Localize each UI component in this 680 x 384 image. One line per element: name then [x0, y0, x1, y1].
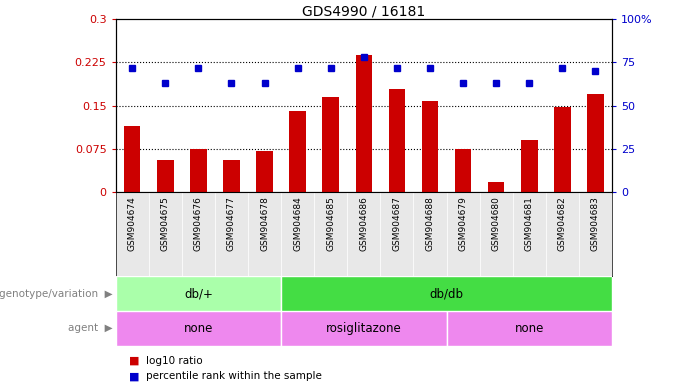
- Bar: [215, 192, 248, 276]
- Text: GSM904677: GSM904677: [227, 196, 236, 251]
- Text: genotype/variation  ▶: genotype/variation ▶: [0, 289, 112, 299]
- Text: GSM904683: GSM904683: [591, 196, 600, 251]
- Text: ■: ■: [129, 371, 139, 381]
- Text: agent  ▶: agent ▶: [67, 323, 112, 333]
- Bar: [447, 311, 612, 346]
- Text: GSM904687: GSM904687: [392, 196, 401, 251]
- Bar: [546, 192, 579, 276]
- Bar: [223, 161, 239, 192]
- Text: GSM904678: GSM904678: [260, 196, 269, 251]
- Bar: [256, 151, 273, 192]
- Bar: [347, 192, 380, 276]
- Bar: [248, 192, 281, 276]
- Text: GSM904684: GSM904684: [293, 196, 302, 251]
- Bar: [479, 192, 513, 276]
- Bar: [422, 101, 439, 192]
- Bar: [281, 276, 612, 311]
- Bar: [290, 111, 306, 192]
- Title: GDS4990 / 16181: GDS4990 / 16181: [302, 4, 426, 18]
- Bar: [281, 192, 314, 276]
- Text: GSM904676: GSM904676: [194, 196, 203, 251]
- Bar: [322, 97, 339, 192]
- Bar: [356, 55, 372, 192]
- Bar: [157, 161, 173, 192]
- Text: db/+: db/+: [184, 287, 213, 300]
- Bar: [380, 192, 413, 276]
- Bar: [513, 192, 546, 276]
- Text: log10 ratio: log10 ratio: [146, 356, 203, 366]
- Bar: [190, 149, 207, 192]
- Bar: [488, 182, 505, 192]
- Bar: [182, 192, 215, 276]
- Bar: [149, 192, 182, 276]
- Bar: [413, 192, 447, 276]
- Text: GSM904686: GSM904686: [359, 196, 369, 251]
- Text: GSM904674: GSM904674: [128, 196, 137, 251]
- Bar: [579, 192, 612, 276]
- Text: GSM904679: GSM904679: [458, 196, 468, 251]
- Text: GSM904682: GSM904682: [558, 196, 567, 251]
- Text: none: none: [184, 322, 213, 335]
- Bar: [455, 149, 471, 192]
- Text: GSM904675: GSM904675: [160, 196, 170, 251]
- Text: GSM904680: GSM904680: [492, 196, 500, 251]
- Text: db/db: db/db: [430, 287, 464, 300]
- Text: GSM904688: GSM904688: [426, 196, 435, 251]
- Bar: [116, 311, 281, 346]
- Bar: [521, 140, 537, 192]
- Text: none: none: [515, 322, 544, 335]
- Bar: [588, 94, 604, 192]
- Text: percentile rank within the sample: percentile rank within the sample: [146, 371, 322, 381]
- Text: GSM904685: GSM904685: [326, 196, 335, 251]
- Bar: [116, 276, 281, 311]
- Bar: [389, 89, 405, 192]
- Text: GSM904681: GSM904681: [525, 196, 534, 251]
- Bar: [124, 126, 141, 192]
- Text: rosiglitazone: rosiglitazone: [326, 322, 402, 335]
- Bar: [554, 107, 571, 192]
- Bar: [447, 192, 479, 276]
- Bar: [116, 192, 149, 276]
- Bar: [314, 192, 347, 276]
- Text: ■: ■: [129, 356, 139, 366]
- Bar: [281, 311, 447, 346]
